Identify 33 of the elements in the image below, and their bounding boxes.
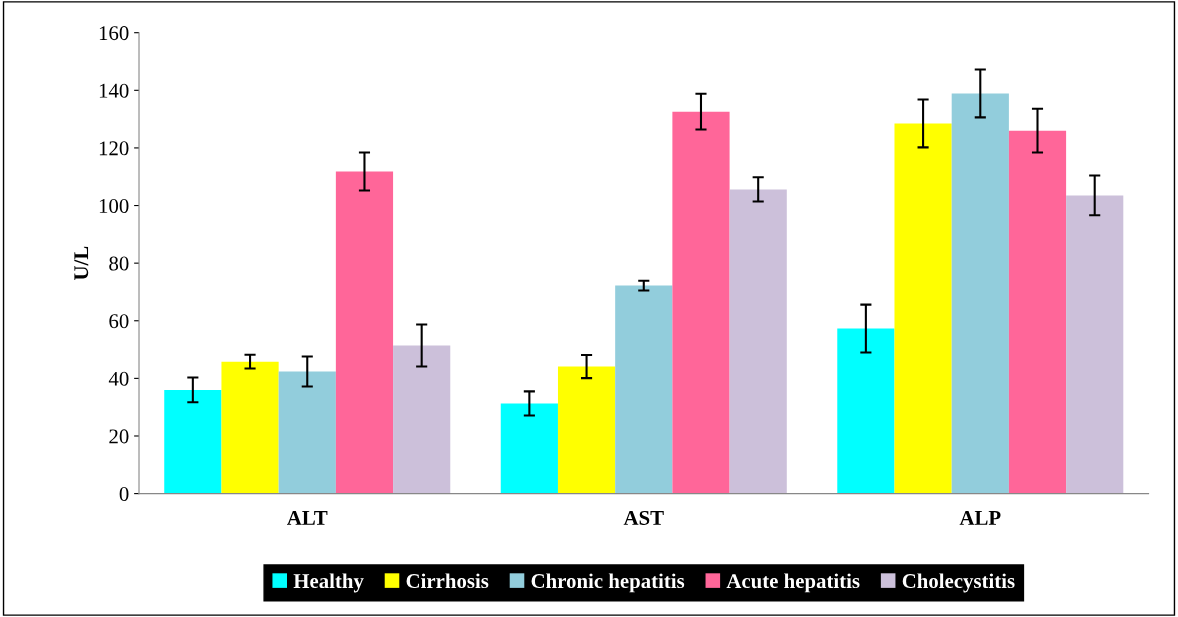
- bar: [894, 123, 952, 494]
- x-tick-label: ALP: [959, 510, 1001, 525]
- y-tick-label: 0: [119, 486, 129, 502]
- y-tick-label: 40: [108, 371, 129, 386]
- x-tick-label: ALT: [287, 510, 328, 525]
- legend-label: Cholecystitis: [902, 573, 1015, 593]
- legend-label: Cirrhosis: [406, 573, 489, 589]
- bar: [278, 371, 336, 494]
- bar: [1066, 195, 1124, 494]
- bar: [1008, 130, 1067, 494]
- bar: [393, 345, 451, 494]
- y-tick-label: 140: [99, 83, 129, 98]
- y-axis-title: U/L: [74, 246, 89, 280]
- legend-label: Chronic hepatitis: [531, 573, 685, 593]
- bar: [221, 361, 279, 494]
- x-tick-label: AST: [623, 510, 664, 525]
- bar: [729, 189, 787, 494]
- y-tick-label: 160: [99, 26, 129, 41]
- y-tick-label: 100: [99, 198, 129, 213]
- bar: [164, 389, 222, 494]
- bar: [500, 403, 558, 494]
- bar: [837, 328, 895, 494]
- bar: [951, 93, 1009, 494]
- bar: [672, 111, 730, 494]
- bar: [335, 171, 394, 494]
- bar: [557, 366, 616, 494]
- y-tick-label: 20: [109, 429, 129, 444]
- bar: [615, 285, 673, 494]
- y-tick-label: 80: [109, 256, 129, 271]
- y-tick-label: 120: [99, 141, 129, 156]
- y-tick-label: 60: [109, 314, 129, 329]
- legend-label: Healthy: [293, 573, 364, 593]
- legend-label: Acute hepatitis: [726, 573, 860, 593]
